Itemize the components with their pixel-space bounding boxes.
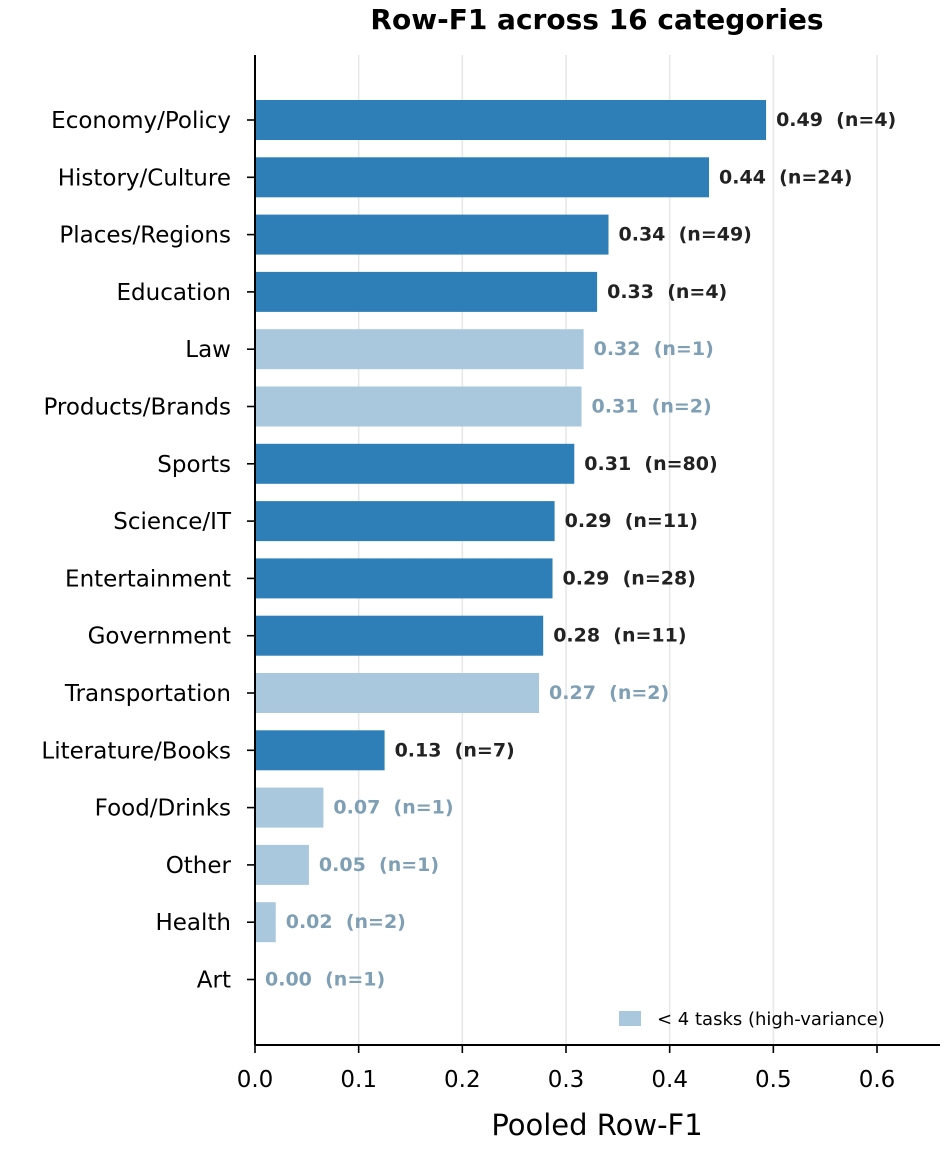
category-label: Products/Brands (43, 395, 231, 421)
bar-value-label: 0.00 (n=1) (265, 969, 385, 991)
bar-value-label: 0.28 (n=11) (553, 625, 686, 647)
x-tick-label: 0.0 (237, 1067, 274, 1093)
bar-value-label: 0.31 (n=2) (592, 396, 712, 418)
bar (255, 271, 598, 312)
category-label: Art (197, 968, 231, 994)
bar (255, 902, 276, 943)
legend: < 4 tasks (high-variance) (619, 1009, 885, 1030)
bar-value-label: 0.44 (n=24) (719, 166, 852, 188)
x-tick-label: 0.4 (651, 1067, 688, 1093)
category-label: Sports (157, 452, 231, 478)
bar-value-label: 0.29 (n=11) (565, 510, 698, 532)
x-tick-label: 0.3 (548, 1067, 585, 1093)
category-label: History/Culture (58, 165, 231, 191)
bar (255, 558, 553, 599)
bar (255, 844, 309, 885)
axes: 0.0 0.1 0.2 0.3 0.4 0.5 0.6 Economy/Policy Histo… (41, 55, 940, 1093)
bar-value-label: 0.07 (n=1) (333, 797, 453, 819)
bar (255, 673, 540, 713)
category-label: Education (116, 280, 231, 306)
bar-value-label: 0.13 (n=7) (395, 739, 515, 761)
category-label: Health (155, 910, 231, 936)
bar-value-label: 0.49 (n=4) (776, 109, 896, 131)
bars: 0.49 (n=4) 0.44 (n=24) 0.34 (n=49) 0.33 (n=… (255, 100, 896, 991)
bar (255, 615, 544, 656)
x-tick-label: 0.1 (340, 1067, 377, 1093)
bar (255, 386, 582, 427)
bar (255, 157, 710, 198)
category-label: Literature/Books (41, 738, 231, 764)
bar-value-label: 0.02 (n=2) (286, 911, 406, 933)
bar (255, 100, 767, 140)
bar-value-label: 0.34 (n=49) (619, 224, 752, 246)
bar-value-label: 0.33 (n=4) (607, 281, 727, 303)
bar (255, 443, 575, 484)
category-label: Entertainment (65, 566, 231, 592)
bar (255, 501, 555, 542)
x-axis-label: Pooled Row-F1 (491, 1108, 702, 1142)
bar (255, 730, 385, 771)
x-tick-label: 0.5 (755, 1067, 792, 1093)
category-label: Places/Regions (59, 223, 231, 249)
category-label: Food/Drinks (95, 796, 231, 822)
x-tick-label: 0.6 (859, 1067, 896, 1093)
category-label: Government (88, 624, 231, 650)
x-tick-label: 0.2 (444, 1067, 481, 1093)
category-label: Economy/Policy (51, 108, 231, 134)
bar-value-label: 0.27 (n=2) (549, 682, 669, 704)
legend-label: < 4 tasks (high-variance) (657, 1009, 885, 1030)
bar-value-label: 0.32 (n=1) (594, 338, 714, 360)
bar-value-label: 0.29 (n=28) (563, 567, 696, 589)
legend-swatch (619, 1011, 641, 1026)
gridlines (357, 55, 878, 1045)
category-label: Law (185, 337, 231, 363)
bar (255, 214, 609, 255)
bar (255, 329, 584, 370)
bar (255, 787, 324, 828)
category-label: Transportation (64, 681, 231, 707)
chart-title: Row-F1 across 16 categories (370, 3, 823, 36)
category-label: Science/IT (113, 509, 232, 535)
category-label: Other (166, 853, 232, 879)
bar-value-label: 0.05 (n=1) (319, 854, 439, 876)
bar-value-label: 0.31 (n=80) (584, 453, 717, 475)
